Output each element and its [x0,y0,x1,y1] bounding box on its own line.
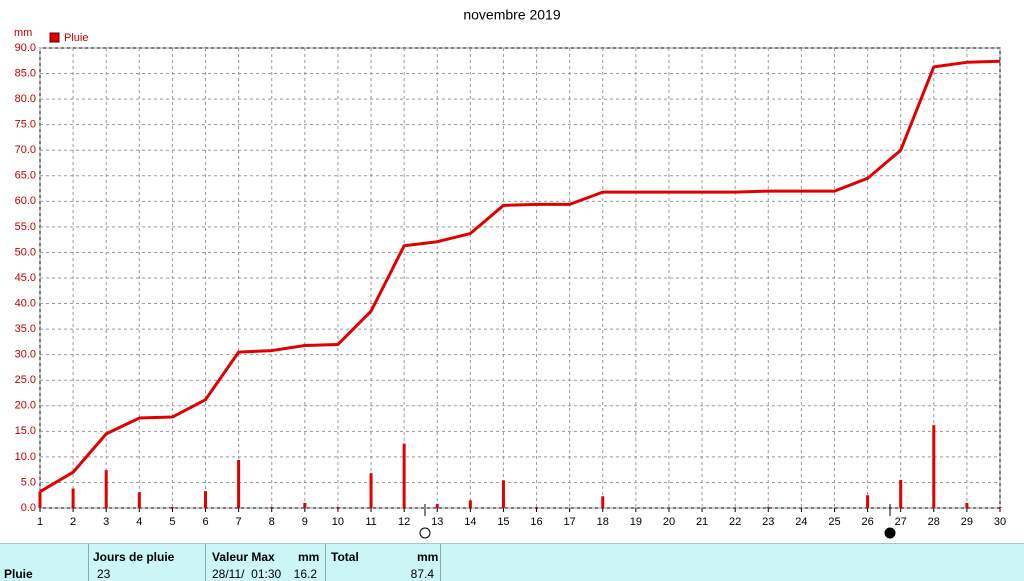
x-tick-label: 18 [597,516,609,528]
x-tick-label: 11 [365,516,376,528]
x-tick-label: 10 [332,516,344,528]
bar [535,506,539,508]
cell: 16.2 [293,567,317,581]
x-tick-label: 22 [729,516,741,528]
bar [137,492,141,508]
x-tick-label: 17 [564,516,576,528]
y-axis-label: mm [14,27,32,39]
bar [204,491,208,508]
bar [866,495,870,508]
bar [998,506,1002,508]
y-tick-label: 65.0 [15,170,36,182]
y-tick-label: 80.0 [15,93,36,105]
bar [402,443,406,508]
y-tick-label: 10.0 [15,451,36,463]
bar [369,473,373,508]
y-tick-label: 40.0 [15,297,36,309]
chart-title: novembre 2019 [463,7,561,23]
bar [303,502,307,508]
y-tick-label: 85.0 [15,67,36,79]
x-tick-label: 30 [994,516,1006,528]
y-tick-label: 5.0 [21,476,36,488]
y-tick-label: 70.0 [15,144,36,156]
bar [468,500,472,508]
x-tick-label: 25 [828,516,840,528]
header-cell: mm [298,550,320,564]
cell: 23 [97,567,111,581]
x-tick-label: 8 [269,516,275,528]
x-tick-label: 27 [895,516,907,528]
bar [601,496,605,508]
bar [237,459,241,508]
legend-swatch [49,32,60,43]
x-tick-label: 15 [497,516,509,528]
bar [270,506,274,508]
header-cell: Valeur Max [212,550,275,564]
cell: 28/11/ 01:30 [212,567,282,581]
bar [170,506,174,508]
x-tick-label: 14 [464,516,476,528]
x-tick-label: 26 [861,516,873,528]
separator [325,544,326,581]
x-tick-label: 21 [696,516,708,528]
header-cell: mm [417,550,439,564]
x-tick-label: 9 [302,516,308,528]
y-tick-label: 45.0 [15,272,36,284]
bar [71,488,75,508]
x-tick-label: 20 [663,516,675,528]
header-cell: Total [331,550,359,564]
x-tick-label: 23 [762,516,774,528]
y-tick-label: 75.0 [15,119,36,131]
x-tick-label: 16 [530,516,542,528]
y-tick-label: 20.0 [15,400,36,412]
x-tick-label: 4 [136,516,142,528]
header-cell: Jours de pluie [93,550,175,564]
separator [205,544,206,581]
x-tick-label: 5 [169,516,175,528]
chart: novembre 2019 mm Pluie 0.0 5.0 10.0 15.0 20.… [14,7,1006,539]
full-moon-icon [419,527,431,539]
x-tick-label: 28 [928,516,940,528]
cell: 87.4 [410,567,434,581]
y-tick-label: 25.0 [15,374,36,386]
y-tick-label: 60.0 [15,195,36,207]
bar [38,491,42,508]
summary-table: Jours de pluie Valeur Max mm Total mm Pl… [0,543,1024,581]
x-tick-label: 13 [431,516,443,528]
cumulative-line [39,59,1001,493]
x-tick-label: 19 [630,516,642,528]
x-tick-label: 1 [37,516,43,528]
bar [899,479,903,508]
y-tick-label: 35.0 [15,323,36,335]
bar [435,503,439,508]
x-tick-label: 24 [795,516,807,528]
y-tick-label: 30.0 [15,349,36,361]
y-tick-label: 0.0 [21,502,36,514]
bar [766,506,770,508]
bar [104,470,108,508]
x-tick-label: 6 [202,516,208,528]
separator [440,544,441,581]
x-tick-label: 2 [70,516,76,528]
x-tick-label: 7 [236,516,242,528]
new-moon-icon [884,527,896,539]
x-tick-label: 12 [398,516,410,528]
y-tick-label: 50.0 [15,246,36,258]
x-tick-label: 29 [961,516,973,528]
legend-label: Pluie [64,32,88,44]
y-tick-label: 90.0 [15,42,36,54]
row-label: Pluie [4,567,33,581]
y-tick-label: 55.0 [15,221,36,233]
bar [932,425,936,508]
x-tick-label: 3 [103,516,109,528]
separator [88,544,89,581]
bar [501,480,505,508]
y-tick-label: 15.0 [15,425,36,437]
bar [336,506,340,508]
bar [965,502,969,508]
